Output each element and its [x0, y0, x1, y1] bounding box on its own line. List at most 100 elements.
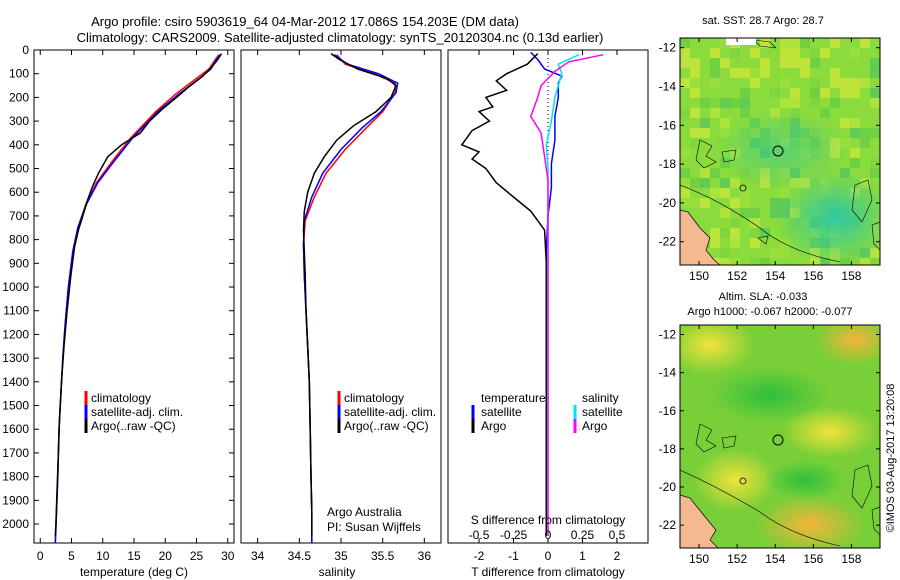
pi-annotation-line-2: PI: Susan Wijffels — [327, 520, 421, 534]
sst-cell — [680, 168, 690, 178]
sst-cell — [750, 218, 760, 228]
sst-cell — [820, 88, 830, 98]
x-tick-label: 35.5 — [371, 549, 395, 563]
x-tick-label: 2 — [614, 549, 621, 563]
temperature-axis: 0 5 10 15 20 25 30 — [37, 50, 235, 563]
legend-climatology-label: climatology — [91, 391, 151, 405]
depth-tick-label: 500 — [9, 162, 29, 176]
header-line-1: Argo profile: csiro 5903619_64 04-Mar-20… — [91, 14, 519, 29]
sst-cell — [810, 88, 820, 98]
sst-cell — [760, 258, 770, 265]
s-tick-label: 0.5 — [609, 528, 626, 542]
sst-cell — [680, 108, 690, 118]
depth-tick-label: 1300 — [2, 351, 29, 365]
legend-argo-label: Argo(..raw -QC) — [91, 419, 176, 433]
sst-cell — [680, 188, 690, 198]
sst-cell — [710, 198, 720, 208]
lat-tick-label: -22 — [659, 235, 677, 249]
depth-contour — [680, 184, 841, 263]
lat-tick-label: -16 — [659, 118, 677, 132]
depth-tick-label: 100 — [9, 67, 29, 81]
sst-cell — [810, 68, 820, 78]
sst-cell — [770, 88, 780, 98]
salinity-panel: 34 34.5 35 35.5 36 climatology satellite-adj… — [240, 49, 442, 579]
legend-satellite-label: satellite-adj. clim. — [91, 405, 183, 419]
reef-outline — [871, 506, 880, 536]
sst-cell — [700, 118, 710, 128]
depth-tick-label: 300 — [9, 114, 29, 128]
sst-cell — [720, 58, 730, 68]
x-tick-label: 0 — [545, 549, 552, 563]
sst-cell — [710, 228, 720, 238]
salinity-plot-frame — [240, 49, 442, 544]
series-line-t-argo — [460, 53, 548, 536]
sst-cell — [800, 68, 810, 78]
x-tick-label: 20 — [159, 549, 173, 563]
sst-cell — [700, 98, 710, 108]
sst-cell — [720, 228, 730, 238]
sst-cell — [730, 228, 740, 238]
sst-cell — [740, 198, 750, 208]
lat-tick-label: -14 — [659, 80, 677, 94]
sst-cell — [700, 128, 710, 138]
depth-tick-label: 600 — [9, 185, 29, 199]
s-tick-label: -0.25 — [500, 528, 528, 542]
sst-cell — [790, 48, 800, 58]
sst-cell — [830, 98, 840, 108]
lon-tick-label: 150 — [689, 552, 709, 566]
series-line-s-argo — [529, 53, 604, 536]
lat-tick-label: -18 — [659, 442, 677, 456]
sst-cell — [810, 78, 820, 88]
x-tick-label: 15 — [127, 549, 141, 563]
sst-cell — [720, 38, 730, 48]
depth-tick-label: 200 — [9, 90, 29, 104]
lat-tick-label: -20 — [659, 196, 677, 210]
sst-cell — [750, 238, 760, 248]
sst-cell — [840, 118, 850, 128]
depth-tick-label: 700 — [9, 209, 29, 223]
sst-cell — [860, 88, 870, 98]
sla-low — [765, 460, 845, 500]
sst-cell — [850, 88, 860, 98]
sst-cell — [780, 98, 790, 108]
small-island-marker — [739, 184, 747, 192]
sst-cell — [730, 238, 740, 248]
sst-cell — [710, 208, 720, 218]
sst-cell — [720, 98, 730, 108]
sst-cell — [680, 38, 690, 48]
sst-cell — [680, 198, 690, 208]
sst-cell — [790, 38, 800, 48]
sst-cell — [790, 98, 800, 108]
sst-cell — [870, 158, 880, 168]
sst-cell — [750, 258, 760, 265]
sst-cell — [770, 228, 780, 238]
legend-satellite-label: satellite-adj. clim. — [344, 405, 436, 419]
depth-tick-label: 0 — [22, 43, 29, 57]
sst-cell — [760, 58, 770, 68]
sst-cell — [710, 58, 720, 68]
small-island-marker — [739, 477, 747, 485]
depth-tick-label: 1800 — [2, 470, 29, 484]
depth-tick-label: 1100 — [3, 304, 29, 318]
temperature-plot-frame — [33, 49, 235, 544]
series-line-argo-raw-qc — [54, 53, 223, 536]
sst-cell — [720, 178, 730, 188]
sst-cell — [720, 118, 730, 128]
reef-outline — [721, 435, 737, 449]
sst-cell — [770, 98, 780, 108]
sla-high — [680, 325, 755, 375]
sst-cell — [760, 88, 770, 98]
sst-cell — [740, 68, 750, 78]
argo-position-marker — [772, 434, 784, 446]
x-tick-label: 1 — [579, 549, 586, 563]
temperature-xlabel: temperature (deg C) — [80, 565, 188, 579]
reef-outline — [753, 39, 777, 49]
sst-cell — [740, 88, 750, 98]
sst-cell — [790, 58, 800, 68]
sst-cell — [860, 138, 870, 148]
difference-panel: -2 -1 0 1 2 -0.5 -0.25 0 0.25 0.5 temperature sa… — [447, 49, 649, 579]
sst-cell — [860, 128, 870, 138]
sst-cell — [850, 78, 860, 88]
sst-cell — [710, 188, 720, 198]
sst-cell — [740, 228, 750, 238]
